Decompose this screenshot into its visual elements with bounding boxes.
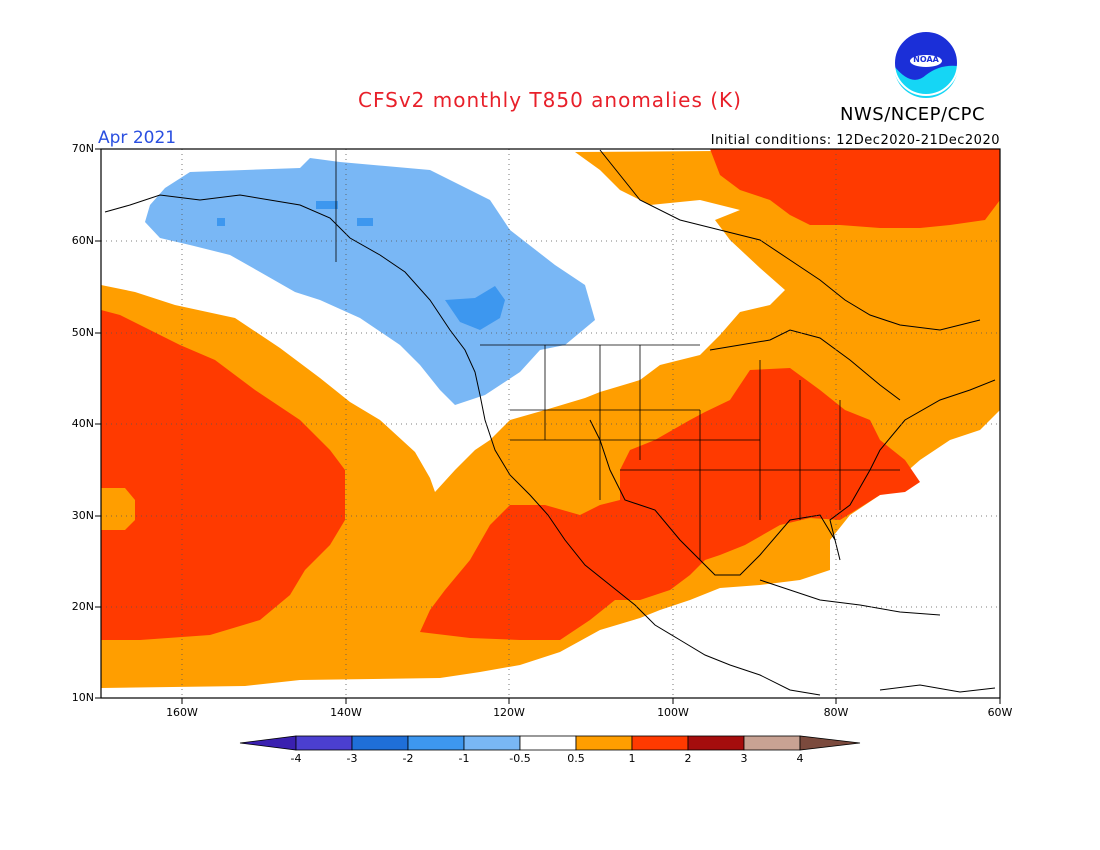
- anomaly-region-1-arctic: [710, 149, 1000, 228]
- anomaly-region-0p5-pocket: [101, 488, 135, 530]
- lat-label: 50N: [71, 326, 94, 339]
- lon-label: 140W: [330, 706, 362, 719]
- political-borders: [335, 150, 900, 560]
- lat-label: 40N: [71, 417, 94, 430]
- colorbar-label: -3: [346, 752, 358, 765]
- coastlines: [104, 149, 996, 696]
- figure-title: CFSv2 monthly T850 anomalies (K): [358, 88, 742, 112]
- lon-label: 120W: [493, 706, 525, 719]
- lon-label: 80W: [823, 706, 849, 719]
- colorbar-label: 4: [796, 752, 804, 765]
- lat-label: 60N: [71, 234, 94, 247]
- lon-label: 60W: [987, 706, 1013, 719]
- colorbar-label: 2: [684, 752, 692, 765]
- lon-label: 160W: [166, 706, 198, 719]
- axis-ticks: [95, 148, 1001, 704]
- lat-label: 20N: [71, 600, 94, 613]
- noaa-logo-text: NOAA: [913, 55, 939, 64]
- anomaly-speck-2: [357, 218, 373, 226]
- anomaly-region-1-us: [420, 368, 920, 640]
- initial-conditions: Initial conditions: 12Dec2020-21Dec2020: [710, 133, 1000, 148]
- colorbar-label: -0.5: [509, 752, 531, 765]
- colorbar-label: 0.5: [567, 752, 585, 765]
- colorbar-left-arrow: [239, 735, 297, 751]
- anomaly-region-1-pacific: [101, 310, 345, 640]
- lat-label: 30N: [71, 509, 94, 522]
- anomaly-speck-3: [217, 218, 225, 226]
- colorbar-label: 3: [740, 752, 748, 765]
- anomaly-speck-1: [316, 201, 338, 209]
- colorbar: [239, 735, 861, 751]
- organization-label: NWS/NCEP/CPC: [840, 104, 986, 125]
- colorbar-label: -2: [402, 752, 414, 765]
- lat-label: 70N: [71, 142, 94, 155]
- forecast-month: Apr 2021: [98, 128, 177, 148]
- colorbar-label: -1: [458, 752, 470, 765]
- anomaly-region-0p5-pacific: [101, 149, 1000, 688]
- colorbar-label: -4: [290, 752, 302, 765]
- colorbar-right-arrow: [799, 735, 861, 751]
- lat-label: 10N: [71, 691, 94, 704]
- lon-label: 100W: [657, 706, 689, 719]
- anomaly-region-minus1-coast: [445, 286, 505, 330]
- colorbar-label: 1: [628, 752, 636, 765]
- anomaly-region-minus0p5-alaska: [145, 158, 595, 405]
